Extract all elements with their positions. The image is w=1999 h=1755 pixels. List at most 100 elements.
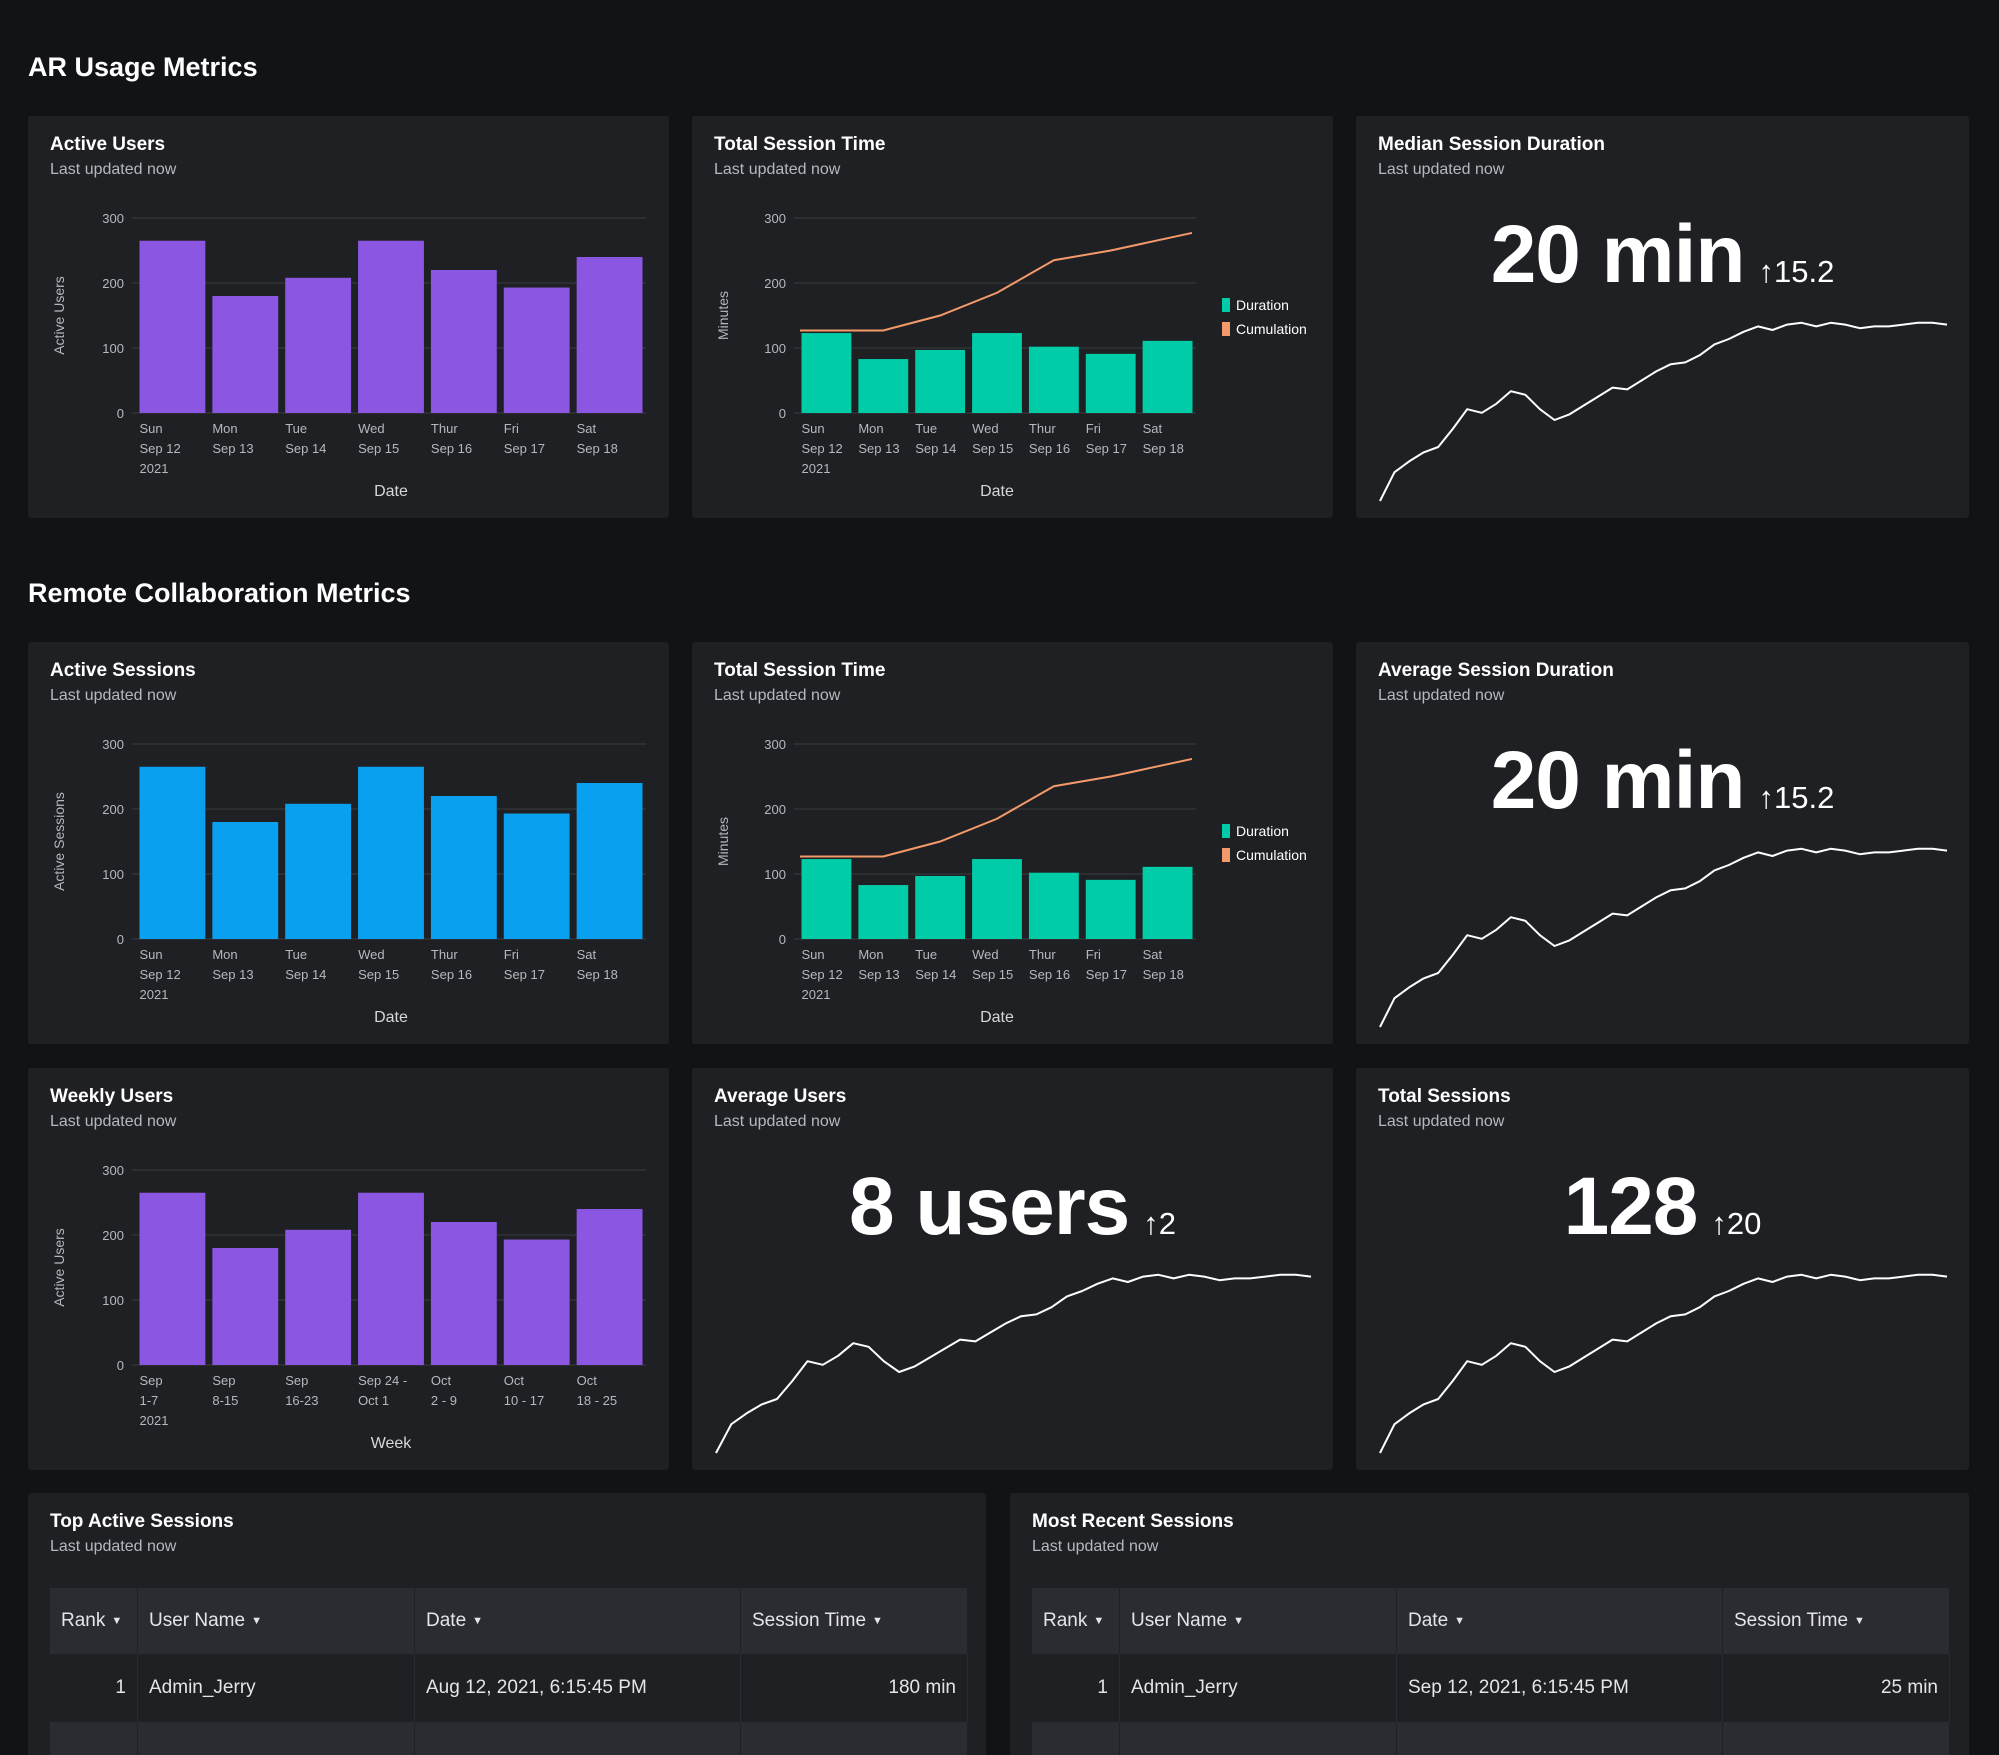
x-tick-label: Thur <box>431 421 458 436</box>
x-tick-label: Thur <box>431 947 458 962</box>
table-row[interactable] <box>1032 1722 1950 1755</box>
active-users-bar-chart: 0 100 200 300 Active Users Date Sun Sep 12 2021 M… <box>51 211 646 500</box>
x-tick-label: Sep 15 <box>972 441 1013 456</box>
x-tick-label: 2021 <box>802 987 831 1002</box>
average-users-sparkline <box>715 1273 1312 1454</box>
legend-label-duration: Duration <box>1236 297 1289 313</box>
bar <box>358 1192 424 1365</box>
card-most-recent-sessions: Most Recent Sessions Last updated now Ra… <box>1010 1493 1969 1755</box>
card-rc-active-sessions: Active Sessions Last updated now 0 100 200… <box>28 642 669 1044</box>
column-header-date[interactable]: Date ▼ <box>414 1588 741 1654</box>
table-row[interactable] <box>50 1722 968 1755</box>
y-tick-label: 100 <box>102 867 124 882</box>
sort-caret-icon: ▼ <box>1854 1614 1865 1627</box>
x-tick-label: Sep 14 <box>285 967 326 982</box>
y-tick-label: 0 <box>117 1358 124 1373</box>
cell-date: Aug 12, 2021, 6:15:45 PM <box>414 1654 741 1722</box>
most-recent-sessions-table: Rank ▼ User Name ▼ Date ▼ Session Time ▼ 1 A… <box>1032 1588 1950 1755</box>
column-header-date[interactable]: Date ▼ <box>1396 1588 1723 1654</box>
x-tick-label: Wed <box>972 421 999 436</box>
cell-session-time: 180 min <box>740 1654 968 1722</box>
card-title: Top Active Sessions <box>50 1511 234 1532</box>
bar <box>285 803 352 939</box>
x-tick-label: 1-7 <box>140 1393 159 1408</box>
bar <box>212 822 279 939</box>
bar <box>503 287 570 413</box>
cell-rank: 1 <box>1032 1654 1120 1722</box>
card-rc-average-session-duration: Average Session Duration Last updated no… <box>1356 642 1969 1044</box>
x-tick-label: Sep 24 - <box>358 1373 407 1388</box>
bar <box>858 885 909 939</box>
card-subtitle: Last updated now <box>50 1538 177 1555</box>
x-tick-label: Sep 14 <box>915 441 956 456</box>
card-title: Average Users <box>714 1086 847 1107</box>
x-axis-label: Date <box>374 483 408 500</box>
card-top-active-sessions: Top Active Sessions Last updated now Ran… <box>28 1493 986 1755</box>
y-axis-label: Active Users <box>51 1228 67 1307</box>
column-header-user-name[interactable]: User Name ▼ <box>1119 1588 1397 1654</box>
sort-caret-icon: ▼ <box>1233 1614 1244 1627</box>
column-header-session-time[interactable]: Session Time ▼ <box>1722 1588 1950 1654</box>
column-header-user-name[interactable]: User Name ▼ <box>137 1588 415 1654</box>
table-row[interactable]: 1 Admin_Jerry Sep 12, 2021, 6:15:45 PM 2… <box>1032 1654 1950 1722</box>
x-tick-label: Sep 17 <box>504 967 545 982</box>
kpi-delta: 20 <box>1726 1206 1762 1241</box>
bar <box>915 349 966 413</box>
column-header-session-time[interactable]: Session Time ▼ <box>740 1588 968 1654</box>
x-tick-label: Sep 13 <box>858 967 899 982</box>
x-tick-label: Sat <box>1143 421 1163 436</box>
kpi-delta: 2 <box>1158 1206 1176 1241</box>
x-tick-label: Fri <box>504 947 519 962</box>
total-session-time-combo-chart: 0 100 200 300 Minutes Date Sun Sep 12 2021 Mon Sep… <box>715 211 1307 500</box>
x-tick-label: Wed <box>358 421 385 436</box>
legend-swatch-cumulation <box>1222 848 1230 862</box>
bar <box>1142 866 1193 939</box>
sort-caret-icon: ▼ <box>872 1614 883 1627</box>
sort-caret-icon: ▼ <box>472 1614 484 1627</box>
y-axis-label: Active Sessions <box>51 792 67 891</box>
x-tick-label: Fri <box>1086 947 1101 962</box>
kpi-delta: 15.2 <box>1773 254 1835 289</box>
x-tick-label: Tue <box>915 421 937 436</box>
bar <box>915 875 966 939</box>
legend-swatch-duration <box>1222 824 1230 838</box>
x-tick-label: Sep 12 <box>802 967 843 982</box>
card-rc-weekly-users: Weekly Users Last updated now 0 100 200 300… <box>28 1068 669 1470</box>
x-tick-label: Wed <box>972 947 999 962</box>
table-row[interactable]: 1 Admin_Jerry Aug 12, 2021, 6:15:45 PM 1… <box>50 1654 968 1722</box>
card-subtitle: Last updated now <box>1378 161 1505 178</box>
bar <box>139 1192 206 1365</box>
bar <box>358 766 424 939</box>
x-tick-label: Sep 18 <box>1143 967 1184 982</box>
x-tick-label: Thur <box>1029 947 1056 962</box>
y-axis-label: Active Users <box>51 276 67 355</box>
x-tick-label: Oct 1 <box>358 1393 389 1408</box>
x-tick-label: Sep 15 <box>972 967 1013 982</box>
card-ar-total-session-time: Total Session Time Last updated now 0 100… <box>692 116 1333 518</box>
x-tick-label: Sep 15 <box>358 441 399 456</box>
bar <box>212 296 279 413</box>
y-tick-label: 0 <box>117 406 124 421</box>
bar <box>858 359 909 413</box>
x-axis-label: Date <box>374 1009 408 1026</box>
y-tick-label: 100 <box>764 867 786 882</box>
x-tick-label: Tue <box>915 947 937 962</box>
bar <box>285 277 352 413</box>
y-tick-label: 300 <box>102 211 124 226</box>
cell-user-name: Admin_Jerry <box>1119 1654 1397 1722</box>
x-tick-label: Sep 18 <box>577 441 618 456</box>
column-header-rank[interactable]: Rank ▼ <box>1032 1588 1120 1654</box>
bar <box>285 1229 352 1365</box>
bar <box>358 240 424 413</box>
legend-label-cumulation: Cumulation <box>1236 847 1307 863</box>
x-tick-label: Sun <box>802 421 825 436</box>
x-tick-label: Sep 17 <box>1086 967 1127 982</box>
column-header-rank[interactable]: Rank ▼ <box>50 1588 138 1654</box>
card-subtitle: Last updated now <box>714 161 841 178</box>
x-tick-label: Sep 12 <box>802 441 843 456</box>
y-tick-label: 200 <box>102 1228 124 1243</box>
x-tick-label: 2021 <box>140 987 169 1002</box>
x-tick-label: Oct <box>504 1373 525 1388</box>
y-axis-label: Minutes <box>715 291 731 340</box>
cell-date: Sep 12, 2021, 6:15:45 PM <box>1396 1654 1723 1722</box>
